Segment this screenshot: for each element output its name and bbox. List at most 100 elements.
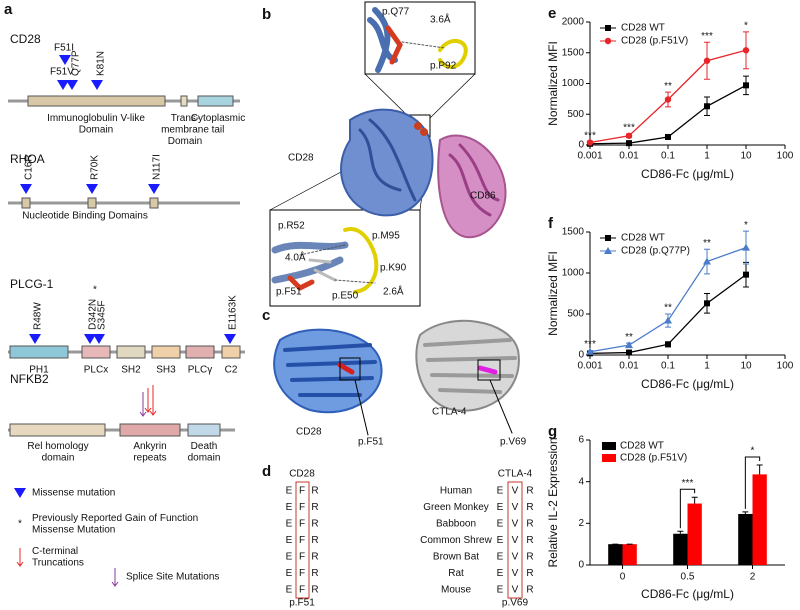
panel-letter: e	[548, 5, 556, 22]
y-axis-label: Normalized MFI	[546, 251, 560, 336]
structure-label: CD28	[296, 427, 322, 438]
x-axis-label: CD86-Fc (μg/mL)	[641, 377, 734, 391]
residue: E	[497, 502, 504, 513]
x-tick-label: 0.1	[661, 361, 675, 372]
x-axis-label: CD86-Fc (μg/mL)	[641, 587, 734, 601]
legend-text: CD28 WT	[621, 23, 665, 34]
mutation-label: R48W	[33, 302, 44, 330]
legend-text: Splice Site Mutations	[126, 572, 219, 583]
y-axis-label: Normalized MFI	[546, 41, 560, 126]
domain-label: Nucleotide Binding Domains	[22, 211, 148, 222]
significance: ***	[623, 123, 635, 134]
x-tick-label: 100	[777, 151, 794, 162]
legend-text: CD28 (p.F51V)	[621, 36, 688, 47]
marker	[626, 140, 632, 147]
protein-name: CD28	[10, 32, 41, 46]
residue: E	[497, 486, 504, 497]
marker	[743, 82, 749, 89]
mutation-label: K81N	[96, 51, 107, 76]
y-tick-label: 2	[578, 518, 584, 529]
legend-marker	[605, 25, 611, 31]
marker	[625, 132, 633, 139]
marker	[586, 139, 594, 146]
residue: R	[526, 502, 533, 513]
x-tick-label: 0	[620, 572, 626, 583]
domain-label: PLCγ	[188, 365, 212, 376]
y-tick-label: 1000	[562, 78, 585, 89]
structure-label: 2.6Å	[383, 285, 404, 298]
marker	[703, 57, 711, 64]
marker	[704, 103, 710, 110]
marker	[665, 341, 671, 348]
residue: V	[512, 519, 519, 530]
domain-label: Trans-membrane Domain	[161, 113, 209, 147]
domain-label: SH2	[121, 365, 141, 376]
y-axis-label: Relative IL-2 Expression	[546, 437, 560, 567]
residue: E	[286, 552, 293, 563]
x-tick-label: 0.1	[661, 151, 675, 162]
x-tick-label: 10	[740, 151, 752, 162]
significance-bracket	[744, 456, 761, 509]
y-tick-label: 0	[578, 140, 584, 151]
significance: ***	[701, 31, 713, 42]
domain	[27, 95, 166, 107]
significance-bracket	[679, 488, 696, 529]
missense-markers	[14, 55, 236, 498]
x-tick-label: 2	[750, 572, 756, 583]
y-tick-label: 500	[567, 309, 584, 320]
residue: E	[286, 568, 293, 579]
significance: *	[751, 446, 755, 457]
residue: R	[311, 568, 318, 579]
marker	[743, 271, 749, 278]
legend-text: Missense mutation	[32, 488, 115, 499]
mutation-label: C16R	[24, 154, 35, 180]
splice-arrows	[111, 392, 147, 587]
domain	[9, 345, 69, 359]
significance: **	[625, 332, 633, 343]
residue: F	[299, 552, 305, 563]
residue: V	[512, 585, 519, 596]
legend-text: CD28 WT	[620, 441, 664, 452]
marker	[586, 347, 594, 355]
y-tick-label: 1500	[562, 227, 585, 238]
bar	[622, 544, 637, 565]
residue: F	[299, 568, 305, 579]
protein-structures	[269, 1, 523, 599]
residue: F	[299, 535, 305, 546]
mutation-label: F51I	[54, 43, 74, 54]
residue: R	[526, 535, 533, 546]
legend-marker	[604, 247, 612, 254]
species: Rat	[448, 568, 464, 579]
marker	[664, 96, 672, 103]
truncation-arrows	[16, 385, 157, 567]
significance: *	[744, 220, 748, 231]
legend-marker	[604, 37, 612, 45]
domain	[149, 197, 159, 209]
mutation-label: F51V	[50, 67, 74, 78]
panel-letter: b	[262, 6, 271, 23]
legend-swatch	[602, 442, 616, 450]
domain-label: Immunoglobulin V-like Domain	[47, 113, 145, 136]
x-axis-label: CD86-Fc (μg/mL)	[641, 167, 734, 181]
bar	[687, 503, 702, 565]
legend-marker	[605, 235, 611, 241]
domain-label: SH3	[156, 365, 176, 376]
domain	[185, 345, 215, 359]
residue: R	[526, 552, 533, 563]
significance: **	[703, 238, 711, 249]
y-tick-label: 1000	[562, 268, 585, 279]
significance: **	[664, 303, 672, 314]
x-tick-label: 1	[704, 151, 710, 162]
mutation-label: R70K	[90, 155, 101, 180]
mutation-label: E1163K	[228, 295, 239, 330]
species: Babboon	[436, 519, 476, 530]
structure-label: CD28	[288, 153, 314, 164]
legend-text: Previously Reported Gain of Function Miss…	[32, 513, 198, 536]
residue: F	[299, 585, 305, 596]
residue: E	[286, 585, 293, 596]
domain	[119, 423, 181, 437]
mutation-label: N117I	[152, 154, 163, 180]
error-bar	[691, 496, 698, 504]
marker	[742, 47, 750, 54]
residue: R	[311, 585, 318, 596]
